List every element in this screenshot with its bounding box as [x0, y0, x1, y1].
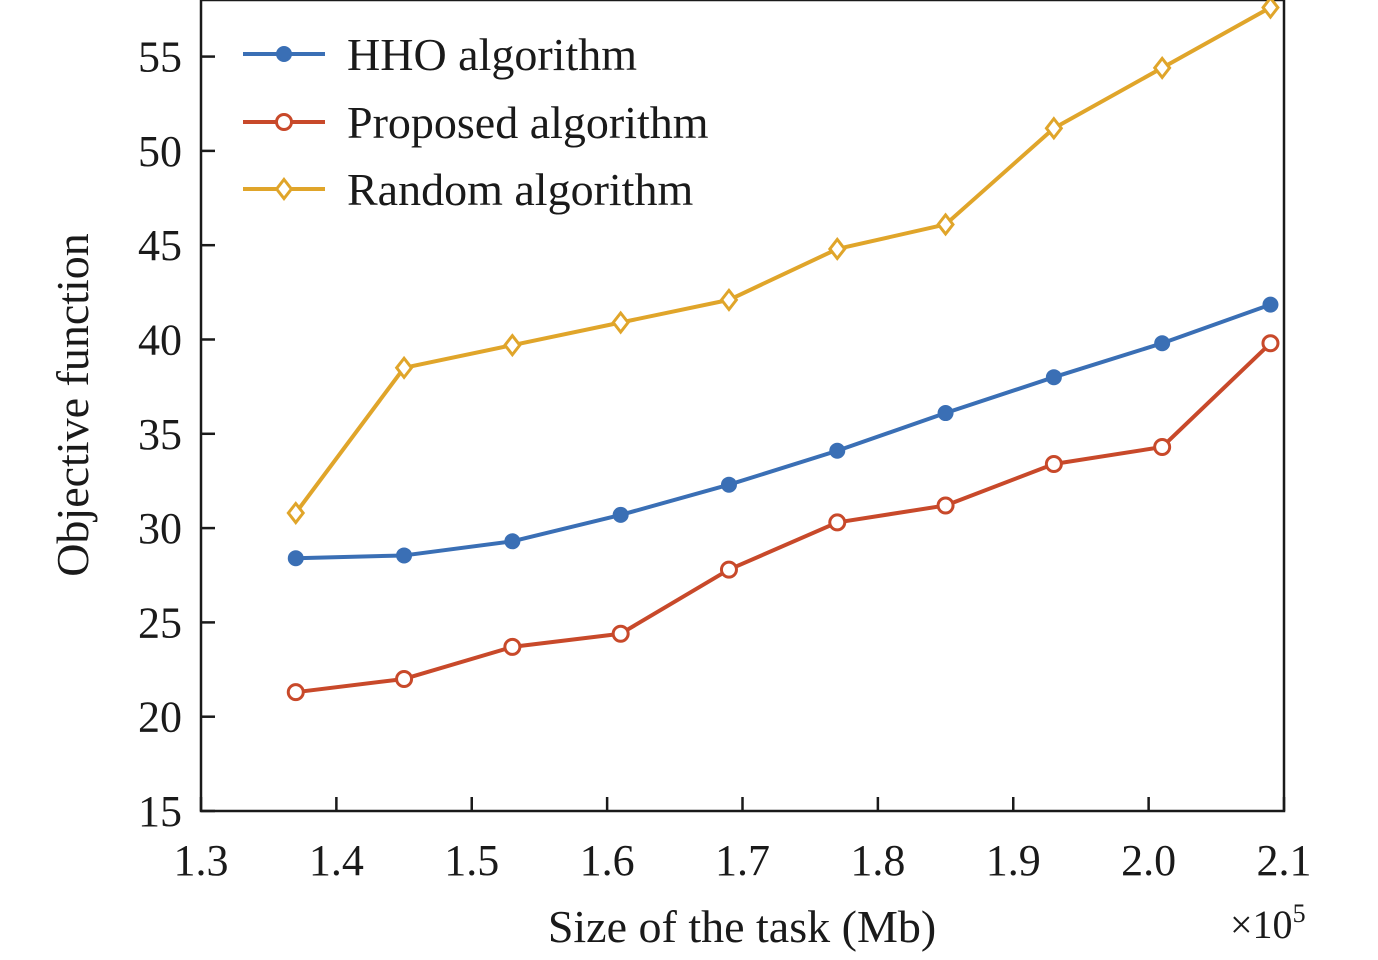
series-3: [286, 0, 1280, 525]
x-tick-label: 1.8: [850, 836, 905, 885]
y-axis-title: Objective function: [47, 233, 98, 577]
data-point: [937, 405, 954, 422]
series-layer: [286, 0, 1280, 702]
data-point: [1152, 55, 1172, 80]
data-point: [611, 310, 630, 335]
legend-label: Random algorithm: [347, 164, 693, 215]
legend-swatch-marker: [274, 177, 294, 201]
data-point: [936, 496, 955, 515]
data-point: [1153, 437, 1172, 456]
y-tick-label: 30: [138, 504, 182, 553]
data-point: [1261, 334, 1280, 353]
legend-label: Proposed algorithm: [347, 97, 709, 148]
series-line: [294, 5, 1272, 515]
x-tick-label: 1.3: [174, 836, 229, 885]
data-point: [503, 637, 522, 656]
y-tick-label: 50: [138, 127, 182, 176]
x-axis-multiplier: ×105: [1230, 899, 1306, 947]
x-tick-label: 2.1: [1257, 836, 1312, 885]
legend-item: Random algorithm: [243, 164, 693, 215]
x-axis-title: Size of the task (Mb): [548, 901, 936, 952]
data-point: [829, 442, 846, 459]
data-point: [396, 547, 413, 564]
series-line: [295, 302, 1272, 561]
x-tick-label: 1.6: [580, 836, 635, 885]
data-point: [287, 550, 304, 567]
data-point: [1262, 296, 1279, 313]
data-point: [504, 533, 521, 550]
data-point: [719, 560, 738, 579]
y-tick-label: 45: [138, 221, 182, 270]
data-point: [394, 355, 414, 380]
series-1: [287, 296, 1279, 567]
x-tick-label: 1.4: [309, 836, 364, 885]
data-point: [1044, 116, 1064, 141]
x-tick-label: 1.5: [444, 836, 499, 885]
x-axis-multiplier-base: ×10: [1230, 902, 1293, 947]
data-point: [286, 683, 305, 702]
legend: HHO algorithm Proposed algorithm Random al…: [243, 29, 709, 215]
data-point: [1044, 454, 1063, 473]
y-tick-label: 35: [138, 410, 182, 459]
x-tick-label: 2.0: [1121, 836, 1176, 885]
y-tick-label: 40: [138, 315, 182, 364]
data-point: [612, 506, 629, 523]
y-tick-label: 20: [138, 693, 182, 742]
data-point: [1154, 335, 1171, 352]
data-point: [395, 669, 414, 688]
x-tick-label: 1.7: [715, 836, 770, 885]
data-point: [1261, 0, 1280, 20]
data-point: [720, 476, 737, 493]
data-point: [828, 513, 847, 532]
data-point: [719, 287, 739, 312]
y-tick-label: 15: [138, 787, 182, 836]
data-point: [827, 237, 847, 261]
x-tick-label: 1.9: [986, 836, 1041, 885]
data-point: [936, 212, 955, 237]
y-tick-label: 25: [138, 598, 182, 647]
y-tick-label: 55: [138, 33, 182, 82]
legend-swatch-marker: [275, 113, 293, 131]
legend-item: Proposed algorithm: [243, 97, 709, 148]
y-axis: 15 20 25 30 35 40 45 50 55: [138, 33, 215, 836]
legend-item: HHO algorithm: [243, 29, 637, 80]
legend-label: HHO algorithm: [347, 29, 637, 80]
x-axis-multiplier-exponent: 5: [1293, 899, 1306, 928]
data-point: [1045, 369, 1062, 386]
data-point: [611, 624, 630, 643]
data-point: [503, 333, 522, 358]
series-line: [295, 341, 1272, 695]
x-axis: 1.3 1.4 1.5 1.6 1.7 1.8 1.9 2.0 2.1: [174, 797, 1312, 885]
legend-swatch-marker: [276, 46, 292, 62]
series-2: [286, 334, 1280, 702]
data-point: [286, 501, 306, 525]
